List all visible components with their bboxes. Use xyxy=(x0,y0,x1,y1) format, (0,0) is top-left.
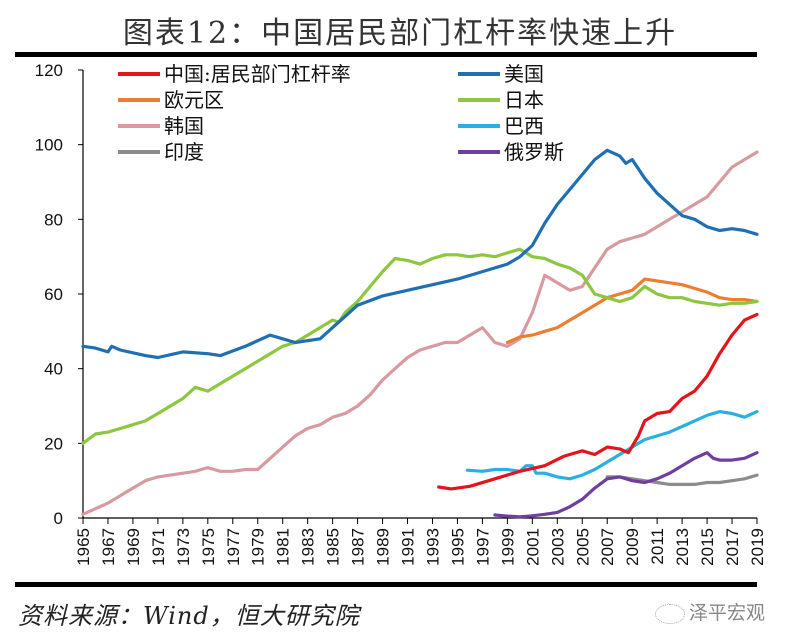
x-tick-label: 1991 xyxy=(399,528,418,566)
watermark-text: 泽平宏观 xyxy=(689,602,766,624)
wechat-icon xyxy=(655,603,685,624)
x-tick-label: 1985 xyxy=(324,528,343,566)
x-tick-label: 1975 xyxy=(199,528,218,566)
series-line-5 xyxy=(465,410,759,481)
y-tick-label: 0 xyxy=(54,509,63,528)
x-tick-label: 2005 xyxy=(573,528,592,566)
y-tick-label: 80 xyxy=(44,210,63,229)
series-line-6 xyxy=(605,473,759,486)
legend-label: 欧元区 xyxy=(164,88,224,112)
y-tick-label: 40 xyxy=(44,360,63,379)
x-tick-label: 1997 xyxy=(473,528,492,566)
x-tick-label: 1993 xyxy=(423,528,442,566)
series-line-2 xyxy=(505,277,759,345)
x-tick-label: 1973 xyxy=(174,528,193,566)
y-tick-label: 120 xyxy=(35,61,63,80)
legend-label: 俄罗斯 xyxy=(504,140,564,164)
legend-label: 美国 xyxy=(504,62,544,86)
legend-label: 印度 xyxy=(164,140,204,164)
x-tick-label: 1979 xyxy=(249,528,268,566)
series-layer xyxy=(81,148,759,519)
x-tick-label: 1999 xyxy=(498,528,517,566)
watermark: 泽平宏观 xyxy=(655,598,765,625)
y-tick-label: 60 xyxy=(44,285,63,304)
x-tick-label: 1987 xyxy=(349,528,368,566)
axes: 0 20 40 60 80 100 120 1965 1967 1969 1971 1973 1975 1… xyxy=(35,61,767,566)
x-tick-label: 2019 xyxy=(748,528,767,566)
x-tick-label: 1981 xyxy=(274,528,293,566)
x-tick-label: 1983 xyxy=(299,528,318,566)
legend-label: 中国:居民部门杠杆率 xyxy=(164,62,351,86)
series-line-3 xyxy=(81,247,759,445)
top-rule xyxy=(15,52,757,57)
x-tick-label: 2013 xyxy=(673,528,692,566)
series-line-7 xyxy=(493,451,759,519)
legend-label: 日本 xyxy=(504,88,544,112)
x-tick-label: 1977 xyxy=(224,528,243,566)
x-tick-label: 1995 xyxy=(448,528,467,566)
x-tick-label: 2015 xyxy=(698,528,717,566)
bottom-rule xyxy=(15,582,757,587)
legend-label: 韩国 xyxy=(164,114,204,138)
x-tick-label: 2007 xyxy=(598,528,617,566)
x-tick-label: 1989 xyxy=(374,528,393,566)
x-tick-label: 2001 xyxy=(523,528,542,566)
y-tick-label: 20 xyxy=(44,434,63,453)
chart-title: 图表12：中国居民部门杠杆率快速上升 xyxy=(122,16,678,51)
y-tick-label: 100 xyxy=(35,136,63,155)
source-note: 资料来源：Wind，恒大研究院 xyxy=(18,602,360,630)
x-tick-label: 1967 xyxy=(99,528,118,566)
x-tick-label: 1969 xyxy=(124,528,143,566)
series-line-1 xyxy=(81,148,759,360)
x-tick-label: 2003 xyxy=(548,528,567,566)
x-tick-label: 2017 xyxy=(723,528,742,566)
x-tick-label: 2011 xyxy=(648,528,667,565)
x-tick-label: 1971 xyxy=(149,528,168,566)
series-line-4 xyxy=(81,150,759,516)
legend-label: 巴西 xyxy=(504,114,544,138)
x-tick-label: 2009 xyxy=(623,528,642,566)
x-tick-label: 1965 xyxy=(74,528,93,566)
series-line-0 xyxy=(437,312,759,491)
